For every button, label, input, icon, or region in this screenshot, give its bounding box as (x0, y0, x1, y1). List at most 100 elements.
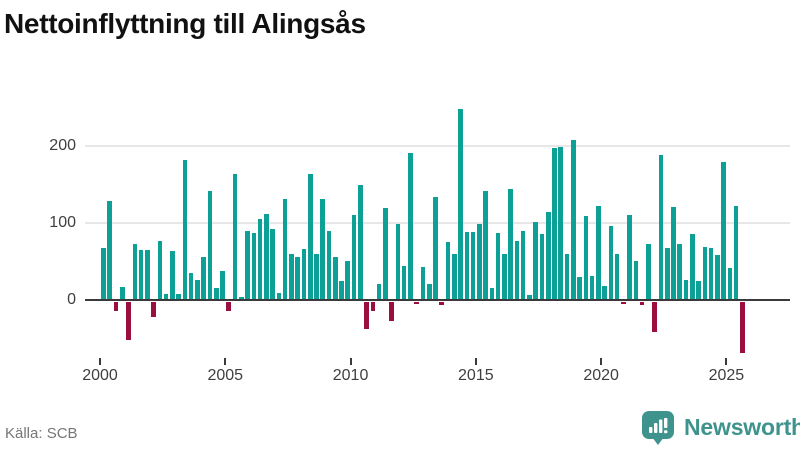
gridline-y200 (85, 144, 790, 147)
bar-q35 (320, 199, 326, 299)
x-tick-2005 (224, 358, 227, 365)
bar-q95 (696, 280, 701, 299)
bar-q5 (132, 243, 138, 299)
bar-q79 (596, 205, 601, 299)
bar-q4 (126, 301, 131, 340)
bar-q40 (351, 215, 357, 299)
bar-q97 (708, 248, 714, 299)
bar-q17 (207, 190, 213, 299)
bar-q53 (433, 197, 438, 299)
bar-q12 (176, 294, 181, 299)
bar-q102 (740, 301, 745, 354)
bar-q86 (639, 301, 645, 305)
bar-q81 (608, 225, 614, 299)
source-caption: Källa: SCB (5, 425, 78, 442)
bar-q29 (282, 199, 288, 299)
bar-q47 (395, 223, 401, 299)
bar-q45 (383, 208, 388, 299)
bar-q87 (646, 243, 651, 299)
bar-q93 (683, 279, 689, 299)
bar-q8 (151, 301, 156, 317)
bar-q76 (577, 276, 582, 299)
bar-q78 (589, 275, 595, 299)
bar-q32 (301, 249, 307, 299)
bar-q51 (420, 266, 426, 299)
x-tick-2020 (600, 358, 603, 365)
x-tick-2025 (725, 358, 728, 365)
bar-q6 (138, 249, 144, 299)
bar-q31 (295, 256, 300, 299)
bar-q62 (489, 288, 495, 299)
bar-q68 (527, 295, 532, 299)
bar-q94 (690, 234, 695, 299)
x-axis-label-2025: 2025 (708, 367, 745, 384)
bar-q84 (627, 215, 632, 299)
x-axis-label-2000: 2000 (82, 367, 118, 384)
bar-q3 (119, 286, 125, 299)
bar-q9 (157, 241, 163, 299)
bar-q90 (664, 248, 670, 299)
bar-q49 (408, 152, 413, 299)
chart-title: Nettoinflyttning till Alingsås (4, 8, 366, 39)
bar-q41 (358, 185, 363, 299)
bar-q0 (101, 248, 106, 299)
newsworthy-wordmark: Newsworthy (684, 414, 800, 440)
bar-q38 (339, 280, 344, 299)
bar-q25 (257, 219, 263, 299)
bar-q33 (307, 173, 313, 299)
bar-q77 (583, 215, 589, 299)
bar-q52 (426, 284, 432, 299)
bar-q64 (502, 253, 507, 299)
bar-q60 (477, 223, 482, 299)
bar-q74 (564, 254, 570, 299)
x-axis-label-2015: 2015 (458, 367, 494, 384)
bar-q1 (107, 201, 113, 299)
bar-q71 (545, 212, 551, 299)
bar-q30 (289, 254, 294, 299)
bar-q39 (345, 261, 351, 299)
x-tick-2015 (474, 358, 477, 365)
bar-q15 (195, 279, 200, 299)
bar-q89 (658, 155, 664, 299)
y-axis-label-200: 200 (49, 137, 76, 155)
bar-q22 (239, 296, 244, 299)
bar-q82 (614, 254, 620, 299)
bar-q101 (733, 205, 739, 299)
bar-q61 (483, 190, 488, 299)
bar-q11 (170, 251, 175, 299)
newsworthy-bubble-icon (641, 410, 675, 445)
bar-q14 (188, 272, 194, 299)
bar-q73 (558, 146, 564, 299)
bar-q7 (145, 249, 150, 299)
bar-q65 (508, 189, 513, 299)
bar-q96 (702, 246, 708, 299)
bar-q44 (376, 284, 382, 299)
bar-q34 (314, 254, 319, 299)
bar-q98 (715, 255, 720, 299)
bar-q23 (245, 231, 250, 299)
bar-q19 (220, 270, 225, 299)
bar-q46 (389, 301, 394, 321)
bar-q92 (677, 244, 683, 299)
bar-q91 (671, 206, 676, 299)
bar-q72 (552, 148, 557, 299)
bar-q69 (533, 222, 538, 299)
bar-q48 (401, 265, 407, 299)
bar-q36 (326, 230, 332, 299)
bar-q37 (332, 257, 338, 299)
x-axis-label-2005: 2005 (207, 367, 244, 384)
bar-q54 (439, 301, 445, 306)
bar-q67 (520, 230, 526, 299)
bar-q26 (264, 213, 269, 299)
bar-q66 (514, 240, 520, 299)
bar-q85 (633, 260, 639, 299)
bar-q59 (470, 232, 476, 299)
bar-q100 (727, 268, 733, 299)
newsworthy-logo: Newsworthy (641, 410, 800, 445)
x-axis-line (85, 298, 790, 301)
bar-q88 (652, 301, 658, 333)
bar-q21 (232, 173, 238, 299)
bar-q57 (458, 109, 463, 299)
x-axis-label-2010: 2010 (332, 367, 369, 384)
